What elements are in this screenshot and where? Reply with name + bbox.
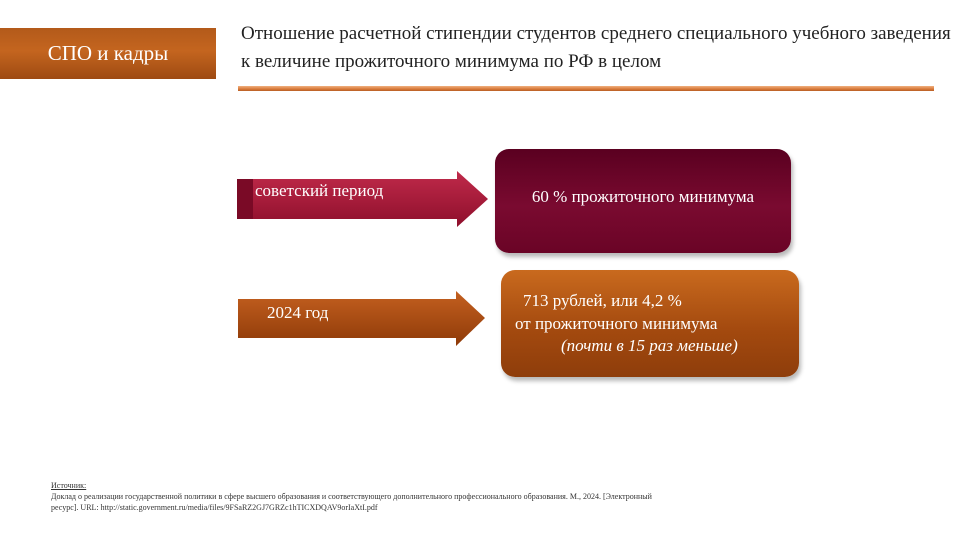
section-tag-label: СПО и кадры — [47, 41, 169, 65]
year-2024-value-share: от прожиточного минимума — [515, 314, 718, 333]
title-underline — [238, 86, 934, 91]
year-2024-label: 2024 год — [267, 303, 329, 322]
year-2024-value-amount: 713 рублей, или 4,2 % — [523, 291, 682, 310]
soviet-period-arrow: советский период — [237, 171, 489, 227]
year-2024-arrow-shape — [238, 291, 485, 346]
soviet-period-value: 60 % прожиточного минимума — [531, 187, 755, 206]
slide-title: Отношение расчетной стипендии студентов … — [241, 23, 951, 72]
soviet-period-label: советский период — [255, 181, 384, 200]
source-text: Доклад о реализации государственной поли… — [51, 492, 652, 512]
section-tag: СПО и кадры — [0, 28, 216, 79]
source-note: Источник: Доклад о реализации государств… — [51, 480, 671, 513]
year-2024-value-box: 713 рублей, или 4,2 % от прожиточного ми… — [501, 270, 799, 377]
year-2024-arrow: 2024 год — [238, 291, 486, 347]
source-heading: Источник: — [51, 481, 87, 490]
soviet-period-value-box: 60 % прожиточного минимума — [495, 149, 791, 253]
year-2024-value-note: (почти в 15 раз меньше) — [561, 336, 738, 355]
soviet-arrow-shape — [237, 171, 488, 227]
